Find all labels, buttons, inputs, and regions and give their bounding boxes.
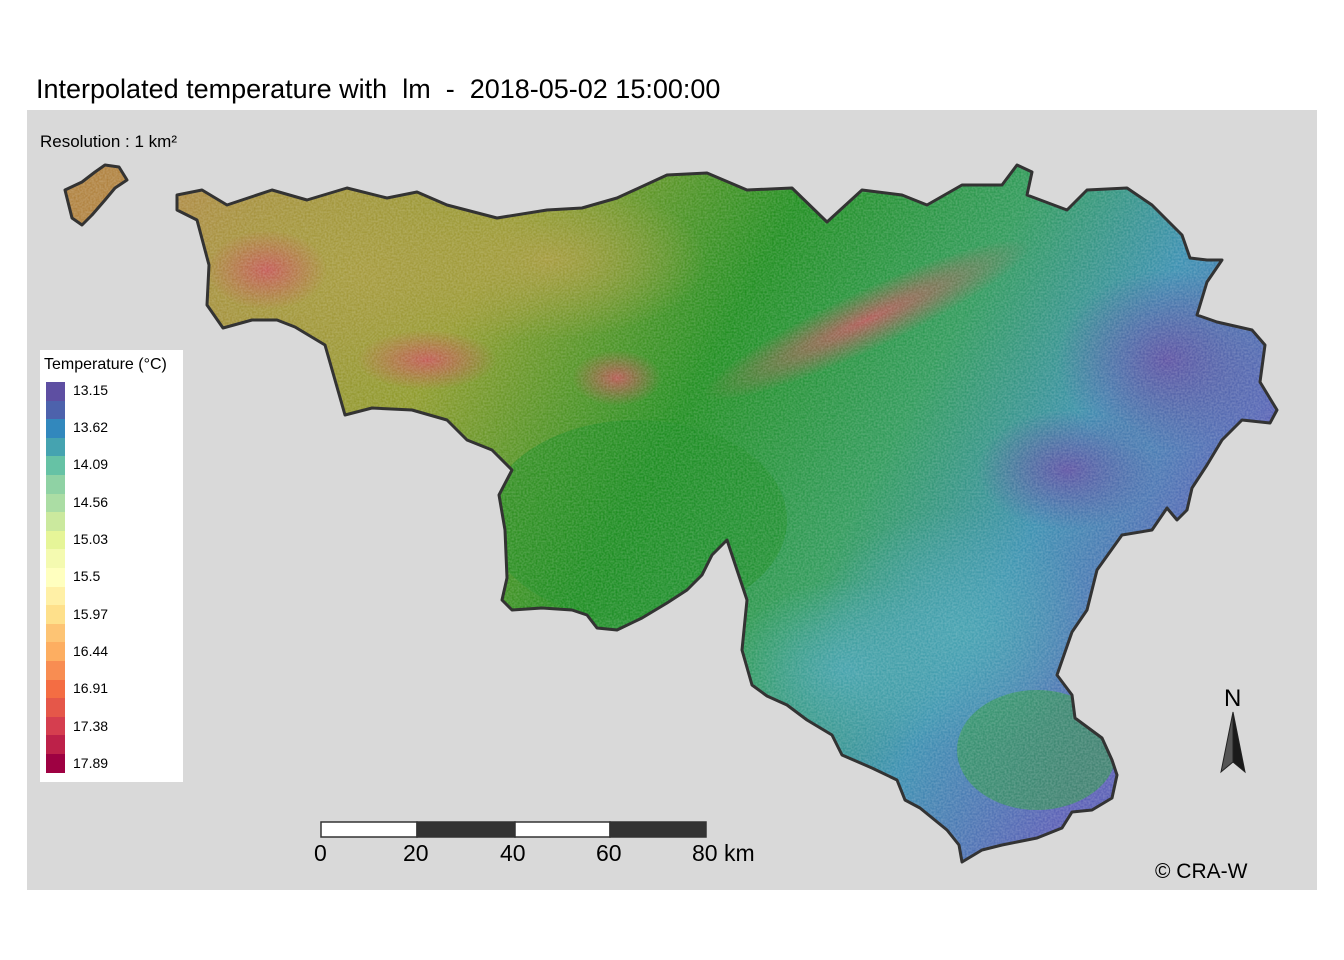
legend-swatch [46,623,65,643]
legend-swatch [46,716,65,736]
legend-label: 15.03 [73,531,109,547]
legend-swatch [46,530,65,550]
legend-swatch [46,679,65,699]
temperature-raster [177,165,1277,862]
map-panel: Resolution : 1 km² Temperature (°C) 13.1… [27,110,1317,890]
scale-segment-3 [514,821,611,838]
legend-label: 15.97 [73,606,109,622]
scale-label: 20 [403,840,429,866]
legend-swatch [46,400,65,420]
legend-swatch [46,382,65,402]
legend-label: 17.89 [73,755,109,771]
legend-swatch [46,512,65,532]
legend-swatch [46,437,65,457]
legend-title: Temperature (°C) [44,356,167,373]
legend-swatch [46,698,65,718]
legend-swatch [46,605,65,625]
copyright: © CRA-W [1155,860,1248,883]
scale-segment-4 [609,821,707,838]
legend-swatch [46,754,65,774]
legend-swatch [46,493,65,513]
legend-swatch [46,642,65,662]
legend-swatch [46,735,65,755]
legend-swatch [46,456,65,476]
legend-swatch [46,661,65,681]
map-title: Interpolated temperature with lm - 2018-… [36,74,721,104]
legend-label: 14.09 [73,456,109,472]
legend-swatch [46,419,65,439]
scale-segment-2 [416,821,516,838]
scale-label: 0 [314,840,327,866]
north-label: N [1224,685,1242,712]
legend-swatch [46,475,65,495]
legend-label: 16.91 [73,680,109,696]
legend-label: 14.56 [73,494,109,510]
scale-label: 40 [500,840,526,866]
legend-swatch [46,586,65,606]
legend-label: 16.44 [73,643,109,659]
legend-swatch [46,549,65,569]
legend-swatch [46,568,65,588]
temperature-map [63,163,1279,864]
scale-segment-1 [320,821,418,838]
scale-label: 80 km [692,840,755,866]
scale-bar [320,821,707,838]
legend-label: 15.5 [73,568,101,584]
legend-label: 13.62 [73,419,109,435]
resolution-note: Resolution : 1 km² [40,132,177,151]
legend-label: 17.38 [73,718,109,734]
north-arrow-icon [1220,711,1246,774]
scale-label: 60 [596,840,622,866]
temperature-legend: Temperature (°C) 13.15 13.62 14.09 14.56… [40,350,183,782]
legend-label: 13.15 [73,382,109,398]
